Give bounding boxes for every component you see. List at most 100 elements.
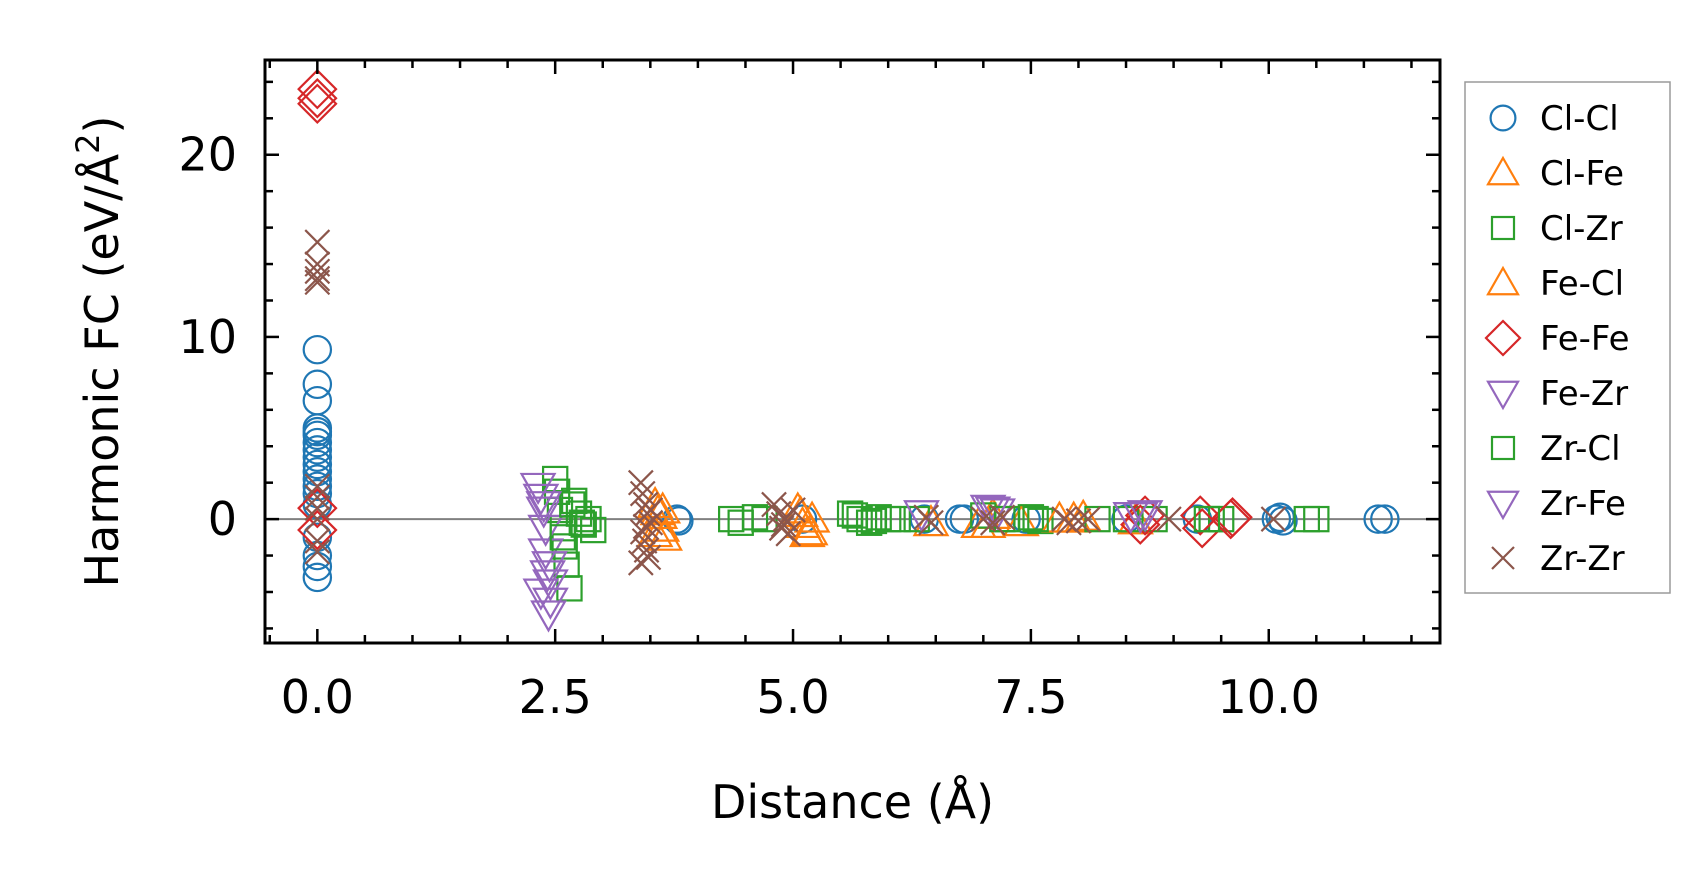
data-point	[860, 507, 888, 535]
data-point	[559, 491, 586, 518]
data-point	[627, 549, 654, 576]
data-point	[519, 472, 557, 506]
data-point	[1179, 495, 1221, 536]
data-point	[302, 435, 333, 465]
data-point	[768, 515, 795, 542]
data-point	[846, 505, 873, 533]
data-point	[532, 587, 569, 620]
data-point	[304, 484, 331, 511]
data-point	[302, 464, 333, 494]
data-point	[633, 537, 660, 563]
series-fe-zr	[519, 472, 1164, 633]
data-point	[632, 513, 659, 540]
data-point	[772, 506, 799, 532]
legend-label: Cl-Fe	[1540, 154, 1624, 194]
data-point	[1084, 505, 1111, 533]
legend-box	[1464, 81, 1671, 594]
data-point	[302, 449, 333, 480]
legend-label: Cl-Zr	[1540, 209, 1623, 249]
y-axis-title-close: )	[75, 116, 129, 134]
legend-item: Cl-Fe	[1486, 154, 1624, 194]
data-point	[741, 504, 769, 531]
legend-item: Fe-Cl	[1486, 264, 1624, 304]
y-axis-title-main: Harmonic FC (eV/Å	[75, 153, 129, 587]
data-point	[304, 251, 331, 277]
legend-marker	[1490, 215, 1516, 241]
data-point	[529, 560, 566, 593]
data-point	[565, 500, 593, 527]
data-point	[522, 483, 560, 516]
data-point	[1155, 506, 1182, 532]
legend-marker	[1486, 380, 1520, 411]
x-tick-label: 7.5	[994, 670, 1067, 724]
data-point	[841, 502, 869, 529]
data-point	[635, 544, 662, 571]
data-point	[1207, 505, 1235, 533]
data-point	[1193, 505, 1221, 533]
legend-label: Fe-Fe	[1540, 319, 1630, 359]
data-point	[974, 496, 1012, 529]
data-point	[575, 505, 602, 533]
data-point	[302, 334, 333, 365]
legend-marker	[1486, 155, 1520, 186]
data-point	[302, 442, 333, 472]
data-point	[304, 265, 331, 292]
data-point	[1075, 506, 1101, 532]
data-point	[302, 369, 333, 400]
data-point	[527, 538, 565, 571]
y-axis-title: Harmonic FC (eV/Å2)	[69, 116, 129, 588]
legend-label: Fe-Zr	[1540, 374, 1628, 414]
y-tick-label: 20	[178, 128, 237, 182]
data-point	[646, 518, 683, 551]
data-point	[1126, 500, 1164, 533]
legend-marker	[1486, 265, 1520, 296]
data-point	[297, 68, 338, 110]
x-tick-label: 0.0	[281, 670, 354, 724]
legend-marker	[1486, 490, 1520, 521]
data-point	[304, 506, 331, 532]
data-point	[304, 269, 331, 296]
data-point	[989, 504, 1016, 531]
data-point	[531, 551, 568, 584]
data-point	[1065, 508, 1092, 534]
legend-item: Cl-Zr	[1490, 209, 1623, 249]
legend-label: Zr-Cl	[1540, 429, 1621, 469]
data-point	[855, 509, 883, 536]
data-point	[302, 427, 333, 458]
data-point	[304, 539, 331, 565]
series-zr-cl	[549, 491, 1221, 551]
data-point	[302, 420, 333, 451]
series-fe-fe	[297, 68, 1253, 551]
legend-label: Zr-Zr	[1540, 539, 1625, 579]
data-point	[530, 600, 567, 633]
legend-item: Cl-Cl	[1489, 99, 1619, 139]
x-axis-title: Distance (Å)	[711, 775, 994, 829]
data-point	[918, 509, 944, 536]
series-zr-zr	[304, 229, 1287, 576]
data-point	[549, 524, 576, 551]
legend-label: Cl-Cl	[1540, 99, 1619, 139]
y-axis-title-superscript: 2	[69, 134, 107, 154]
x-tick-label: 5.0	[756, 670, 829, 724]
legend-item: Zr-Fe	[1486, 484, 1626, 524]
data-point	[770, 511, 797, 538]
data-point	[304, 473, 331, 500]
data-point	[629, 480, 656, 507]
data-point	[1303, 505, 1330, 533]
data-point	[297, 83, 338, 124]
legend-item: Fe-Zr	[1486, 374, 1628, 414]
series-zr-fe	[525, 491, 1159, 584]
data-point	[1268, 506, 1298, 536]
data-point	[302, 562, 333, 593]
legend-item: Zr-Cl	[1490, 429, 1621, 469]
series-cl-cl	[302, 334, 1400, 593]
data-points	[265, 68, 1440, 633]
data-point	[1022, 505, 1049, 533]
data-point	[761, 491, 787, 518]
data-point	[522, 578, 560, 611]
data-point	[662, 504, 692, 534]
data-point	[551, 533, 578, 560]
data-point	[836, 500, 864, 527]
